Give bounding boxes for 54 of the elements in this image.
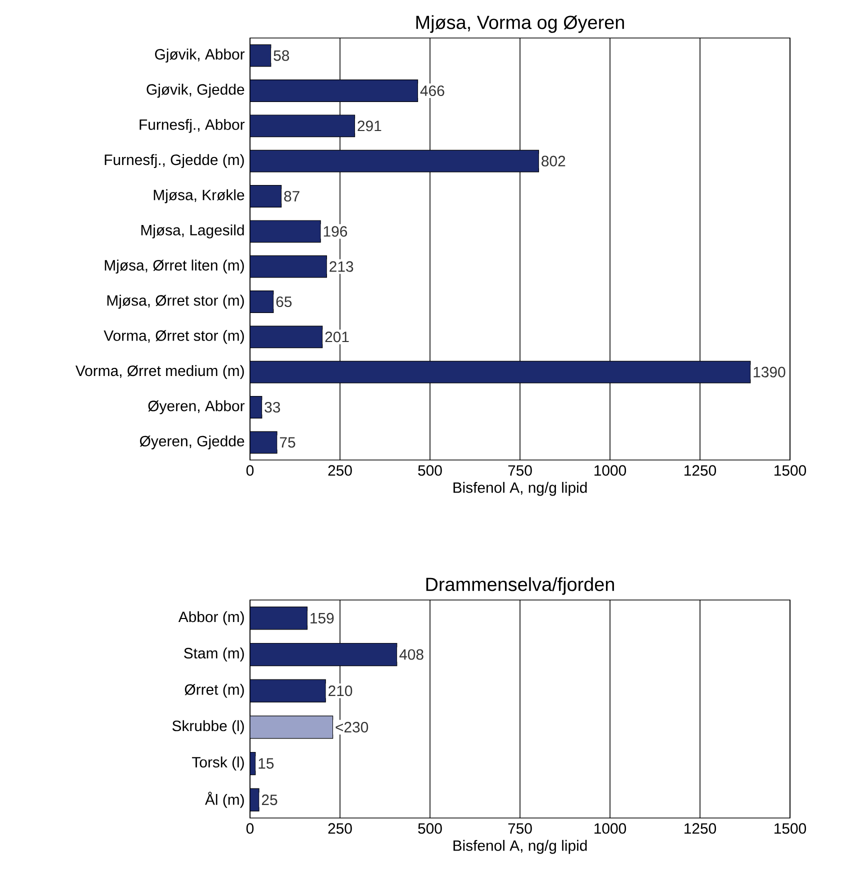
- x-tick-label: 1250: [684, 465, 716, 476]
- y-tick-label: Øyeren, Gjedde: [140, 435, 244, 450]
- y-tick-label: Mjøsa, Lagesild: [141, 224, 244, 238]
- x-axis-title: Bisfenol A, ng/g lipid: [454, 482, 587, 496]
- data-label: 802: [542, 156, 566, 166]
- x-tick-label: 1500: [774, 823, 806, 834]
- y-tick-label: Abbor (m): [178, 611, 244, 626]
- chart-title: Drammenselva/fjorden: [426, 577, 614, 595]
- data-label: 75: [280, 437, 296, 448]
- data-label: <230: [336, 722, 368, 732]
- y-tick-label: Øyeren, Abbor: [148, 400, 245, 414]
- y-tick-label: Torsk (l): [192, 756, 244, 770]
- x-tick-label: 1250: [684, 823, 716, 834]
- y-tick-label: Mjøsa, Ørret liten (m): [104, 260, 244, 274]
- data-label: 65: [276, 296, 292, 308]
- x-tick-label: 1000: [594, 823, 626, 834]
- x-tick-label: 750: [508, 465, 532, 476]
- x-axis-title: Bisfenol A, ng/g lipid: [454, 840, 587, 854]
- data-label: 466: [420, 85, 444, 96]
- y-tick-label: Ål (m): [205, 792, 244, 808]
- y-tick-label: Stam (m): [184, 648, 244, 662]
- data-label: 196: [324, 226, 348, 237]
- data-label: 408: [399, 649, 424, 660]
- x-tick-label: 750: [508, 823, 532, 834]
- data-label: 1390: [754, 366, 786, 378]
- y-tick-label: Gjøvik, Abbor: [155, 48, 245, 63]
- y-tick-label: Ørret (m): [184, 684, 244, 698]
- y-tick-label: Mjøsa, Krøkle: [154, 189, 244, 204]
- y-tick-label: Furnesfj., Gjedde (m): [104, 154, 244, 168]
- data-label: 58: [274, 50, 290, 61]
- data-label: 15: [258, 758, 274, 769]
- data-label: 33: [264, 402, 280, 413]
- data-label: 201: [325, 332, 349, 342]
- x-tick-label: 1000: [594, 465, 626, 476]
- data-label: 213: [330, 261, 354, 272]
- data-label: 25: [262, 794, 278, 806]
- x-tick-label: 0: [246, 465, 254, 476]
- y-tick-label: Skrubbe (l): [172, 720, 244, 734]
- x-tick-label: 1500: [774, 465, 806, 476]
- data-label: 210: [328, 686, 352, 696]
- x-tick-label: 0: [246, 823, 254, 834]
- data-label: 291: [358, 120, 382, 132]
- x-tick-label: 250: [328, 465, 352, 476]
- data-label: 87: [284, 190, 300, 202]
- x-tick-label: 500: [418, 465, 442, 476]
- y-tick-label: Gjøvik, Gjedde: [146, 84, 244, 98]
- chart-title: Mjøsa, Vorma og Øyeren: [416, 15, 624, 33]
- x-tick-label: 500: [418, 823, 442, 834]
- y-tick-label: Vorma, Ørret medium (m): [75, 365, 244, 380]
- data-label: 159: [310, 612, 334, 624]
- x-tick-label: 250: [328, 823, 352, 834]
- y-tick-label: Mjøsa, Ørret stor (m): [107, 294, 244, 309]
- y-tick-label: Furnesfj., Abbor: [140, 118, 245, 133]
- y-tick-label: Vorma, Ørret stor (m): [104, 330, 244, 344]
